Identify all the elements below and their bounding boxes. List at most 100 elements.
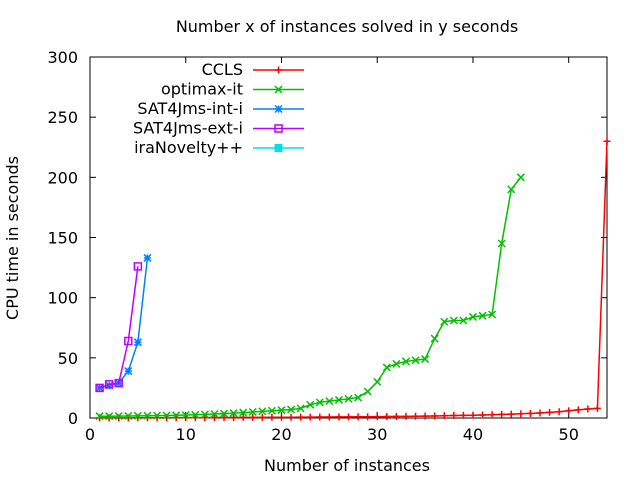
data-point <box>306 400 315 409</box>
data-point <box>258 413 266 421</box>
data-point <box>411 356 420 365</box>
data-point <box>133 262 143 271</box>
data-point <box>315 398 324 407</box>
series-line <box>99 266 139 389</box>
y-tick-label: 100 <box>47 289 78 308</box>
data-point <box>230 414 238 422</box>
data-point <box>325 413 333 421</box>
series-line <box>99 176 522 417</box>
legend-marker <box>274 85 283 94</box>
chart-title: Number x of instances solved in y second… <box>176 17 518 36</box>
series-SAT4Jms-ext-i <box>95 262 143 393</box>
data-point <box>325 397 334 406</box>
data-point <box>507 185 516 194</box>
data-point <box>354 413 362 421</box>
data-point <box>526 409 534 417</box>
data-point <box>162 411 171 420</box>
legend-label: SAT4Jms-ext-i <box>133 119 243 138</box>
legend-label: optimax-it <box>161 80 243 99</box>
data-point <box>229 409 238 418</box>
series-CCLS <box>96 137 611 422</box>
data-point <box>306 413 314 421</box>
y-tick-label: 150 <box>47 229 78 248</box>
data-point <box>498 410 506 418</box>
data-point <box>335 413 343 421</box>
legend-item: optimax-it <box>161 80 304 99</box>
data-point <box>143 411 152 420</box>
data-point <box>450 411 458 419</box>
x-tick-label: 50 <box>559 425 579 444</box>
data-point <box>459 411 467 419</box>
data-point <box>200 410 209 419</box>
x-tick-label: 10 <box>176 425 196 444</box>
data-point <box>124 411 133 420</box>
data-point <box>345 413 352 421</box>
data-point <box>373 413 381 421</box>
data-point <box>488 310 497 319</box>
data-point <box>249 413 257 421</box>
data-point <box>210 409 219 419</box>
data-point <box>382 363 391 372</box>
y-tick-label: 250 <box>47 108 78 127</box>
series-SAT4Jms-int-i <box>95 253 152 392</box>
data-point <box>373 377 382 386</box>
data-point <box>468 312 477 321</box>
data-point <box>507 410 515 418</box>
data-point <box>412 412 420 420</box>
data-point <box>104 380 114 389</box>
data-point <box>517 410 525 418</box>
data-point <box>421 355 430 364</box>
data-point <box>220 409 229 418</box>
data-point <box>297 413 305 421</box>
series-layer <box>95 137 611 422</box>
data-point <box>392 359 401 368</box>
legend-marker <box>274 104 283 114</box>
data-point <box>191 410 200 419</box>
legend-marker <box>274 124 283 133</box>
y-tick-label: 50 <box>58 349 78 368</box>
data-point <box>440 412 448 420</box>
x-tick-label: 0 <box>85 425 95 444</box>
legend-label: CCLS <box>202 60 243 79</box>
data-point <box>95 383 104 393</box>
legend-item: CCLS <box>202 60 304 79</box>
data-point <box>431 412 439 420</box>
data-point <box>364 413 372 421</box>
data-point <box>546 408 554 416</box>
legend-item: SAT4Jms-ext-i <box>133 119 304 138</box>
data-point <box>459 316 468 325</box>
legend-marker <box>274 144 283 152</box>
data-point <box>479 411 487 419</box>
y-axis-label: CPU time in seconds <box>3 156 22 320</box>
data-point <box>105 412 114 421</box>
data-point <box>152 411 162 420</box>
x-tick-label: 20 <box>271 425 291 444</box>
series-line <box>99 141 608 419</box>
data-point <box>383 413 391 421</box>
data-point <box>210 414 218 422</box>
data-point <box>248 407 257 417</box>
data-point <box>181 410 190 420</box>
data-point <box>565 407 573 415</box>
y-tick-label: 300 <box>47 48 78 67</box>
data-point <box>316 413 324 421</box>
legend-label: SAT4Jms-int-i <box>137 99 243 118</box>
data-point <box>124 367 133 376</box>
data-point <box>133 411 142 420</box>
data-point <box>449 316 458 325</box>
data-point <box>267 406 276 415</box>
x-tick-label: 40 <box>463 425 483 444</box>
data-point <box>401 357 410 366</box>
data-point <box>430 334 439 343</box>
legend-item: iraNovelty++ <box>134 138 304 157</box>
data-point <box>124 336 133 346</box>
data-point <box>95 412 104 421</box>
data-point <box>114 412 123 421</box>
data-point <box>133 338 142 347</box>
data-point <box>296 404 305 413</box>
data-point <box>584 405 592 413</box>
legend-item: SAT4Jms-int-i <box>137 99 304 118</box>
data-point <box>277 406 286 415</box>
data-point <box>143 253 152 262</box>
legend-marker <box>275 66 282 74</box>
